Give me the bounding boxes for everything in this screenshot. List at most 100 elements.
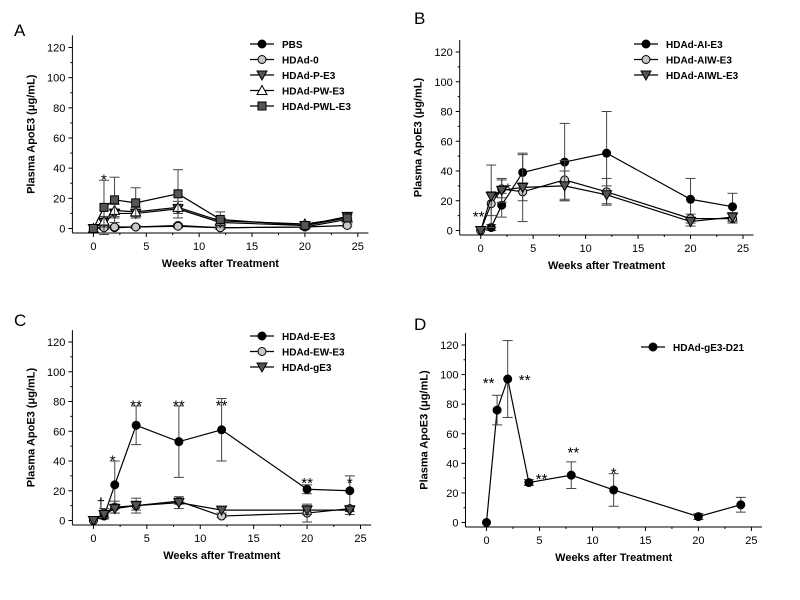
x-tick-label: 10 bbox=[579, 243, 591, 255]
x-tick-label: 15 bbox=[248, 533, 260, 545]
data-point bbox=[173, 498, 185, 509]
x-tick-label: 0 bbox=[90, 241, 96, 253]
x-axis-title: Weeks after Treatment bbox=[548, 260, 666, 272]
legend-marker bbox=[641, 55, 651, 64]
data-point bbox=[110, 195, 120, 205]
legend-entry: HDAd-gE3 bbox=[250, 362, 332, 374]
y-tick-label: 0 bbox=[59, 224, 65, 236]
x-tick-label: 20 bbox=[301, 533, 313, 545]
chart-panel-d: D 0 20 40 60 80 100 120 0 5 10 15 20 25 Weeks after Tr… bbox=[414, 315, 762, 564]
x-tick-label: 10 bbox=[193, 241, 205, 253]
y-tick-label: 120 bbox=[47, 43, 65, 55]
data-point bbox=[736, 500, 746, 510]
y-tick-label: 0 bbox=[452, 518, 458, 530]
significance-marker: * bbox=[110, 453, 116, 470]
data-point bbox=[217, 425, 227, 435]
data-point bbox=[215, 505, 228, 517]
significance-marker: ** bbox=[519, 372, 531, 389]
x-tick-label: 0 bbox=[478, 243, 484, 255]
data-point bbox=[131, 222, 141, 232]
x-tick-label: 15 bbox=[246, 241, 258, 253]
legend-label: HDAd-0 bbox=[282, 56, 319, 67]
series-hdad-ai-e3 bbox=[476, 111, 738, 235]
data-point bbox=[485, 191, 498, 203]
data-point bbox=[495, 185, 508, 197]
series-hdad-pwl-e3 bbox=[88, 169, 353, 236]
y-tick-label: 20 bbox=[440, 196, 452, 208]
data-point bbox=[88, 224, 98, 233]
significance-marker: ** bbox=[473, 209, 485, 226]
data-point bbox=[300, 220, 310, 230]
y-tick-label: 80 bbox=[440, 107, 452, 119]
data-point bbox=[602, 148, 612, 158]
data-point bbox=[492, 405, 502, 415]
data-point bbox=[345, 486, 355, 496]
legend-entry: HDAd-AI-E3 bbox=[634, 39, 723, 51]
legend-label: HDAd-gE3 bbox=[282, 363, 332, 374]
data-point bbox=[524, 478, 534, 488]
significance-marker: ** bbox=[173, 397, 185, 414]
data-point bbox=[503, 374, 513, 384]
data-point bbox=[130, 501, 142, 512]
legend-marker bbox=[256, 84, 268, 95]
y-tick-label: 100 bbox=[47, 73, 65, 85]
legend-label: HDAd-AIWL-E3 bbox=[666, 71, 739, 82]
data-point bbox=[516, 182, 529, 194]
significance-marker: * bbox=[347, 475, 353, 492]
legend-label: HDAd-PW-E3 bbox=[282, 87, 345, 98]
legend-marker bbox=[256, 70, 268, 82]
data-point bbox=[684, 217, 697, 228]
x-axis-title: Weeks after Treatment bbox=[163, 550, 281, 562]
panel-letter: B bbox=[414, 9, 425, 28]
y-tick-label: 20 bbox=[446, 488, 458, 500]
y-axis-title: Plasma ApoE3 (μg/mL) bbox=[419, 370, 431, 490]
y-tick-label: 60 bbox=[53, 426, 65, 438]
data-point bbox=[108, 504, 121, 515]
y-tick-label: 40 bbox=[446, 458, 458, 470]
chart-panel-c: C 0 20 40 60 80 100 120 0 5 10 15 20 25 Weeks after Tr… bbox=[14, 311, 372, 562]
data-point bbox=[566, 470, 576, 480]
y-tick-label: 60 bbox=[446, 429, 458, 441]
legend-label: HDAd-AI-E3 bbox=[666, 40, 723, 51]
legend-marker bbox=[648, 342, 658, 352]
x-axis-title: Weeks after Treatment bbox=[162, 258, 280, 270]
significance-marker: * bbox=[611, 465, 617, 482]
data-point bbox=[693, 512, 703, 522]
significance-marker: † bbox=[97, 496, 105, 513]
x-tick-label: 20 bbox=[299, 241, 311, 253]
data-point bbox=[482, 518, 491, 527]
x-tick-label: 0 bbox=[90, 533, 96, 545]
y-tick-label: 80 bbox=[53, 103, 65, 115]
y-tick-label: 0 bbox=[447, 226, 453, 238]
data-point bbox=[342, 220, 352, 230]
significance-marker: * bbox=[494, 189, 500, 206]
data-point bbox=[99, 202, 109, 212]
y-tick-label: 20 bbox=[53, 486, 65, 498]
legend-label: HDAd-AIW-E3 bbox=[666, 56, 732, 67]
data-point bbox=[301, 505, 313, 517]
data-point bbox=[728, 202, 738, 212]
x-tick-label: 25 bbox=[737, 243, 749, 255]
legend-entry: HDAd-PWL-E3 bbox=[250, 101, 351, 113]
y-tick-label: 20 bbox=[53, 193, 65, 205]
legend-entry: PBS bbox=[250, 39, 303, 51]
x-tick-label: 10 bbox=[194, 533, 206, 545]
panel-letter: D bbox=[414, 315, 426, 334]
significance-marker: ** bbox=[216, 397, 228, 414]
y-tick-label: 100 bbox=[47, 367, 65, 379]
legend-entry: HDAd-gE3-D21 bbox=[641, 342, 745, 354]
legend-marker bbox=[257, 55, 267, 64]
significance-marker: ** bbox=[483, 375, 495, 392]
y-tick-label: 80 bbox=[53, 397, 65, 409]
y-tick-label: 120 bbox=[47, 337, 65, 349]
y-axis-title: Plasma ApoE3 (μg/mL) bbox=[25, 74, 37, 194]
data-point bbox=[98, 510, 110, 521]
legend-marker bbox=[257, 347, 267, 356]
legend-label: PBS bbox=[282, 40, 303, 51]
y-tick-label: 80 bbox=[446, 399, 458, 411]
y-tick-label: 60 bbox=[53, 133, 65, 145]
data-point bbox=[686, 194, 696, 204]
data-point bbox=[131, 198, 141, 208]
legend-marker bbox=[257, 39, 267, 49]
series-hdad-aiwl-e3 bbox=[474, 152, 739, 237]
